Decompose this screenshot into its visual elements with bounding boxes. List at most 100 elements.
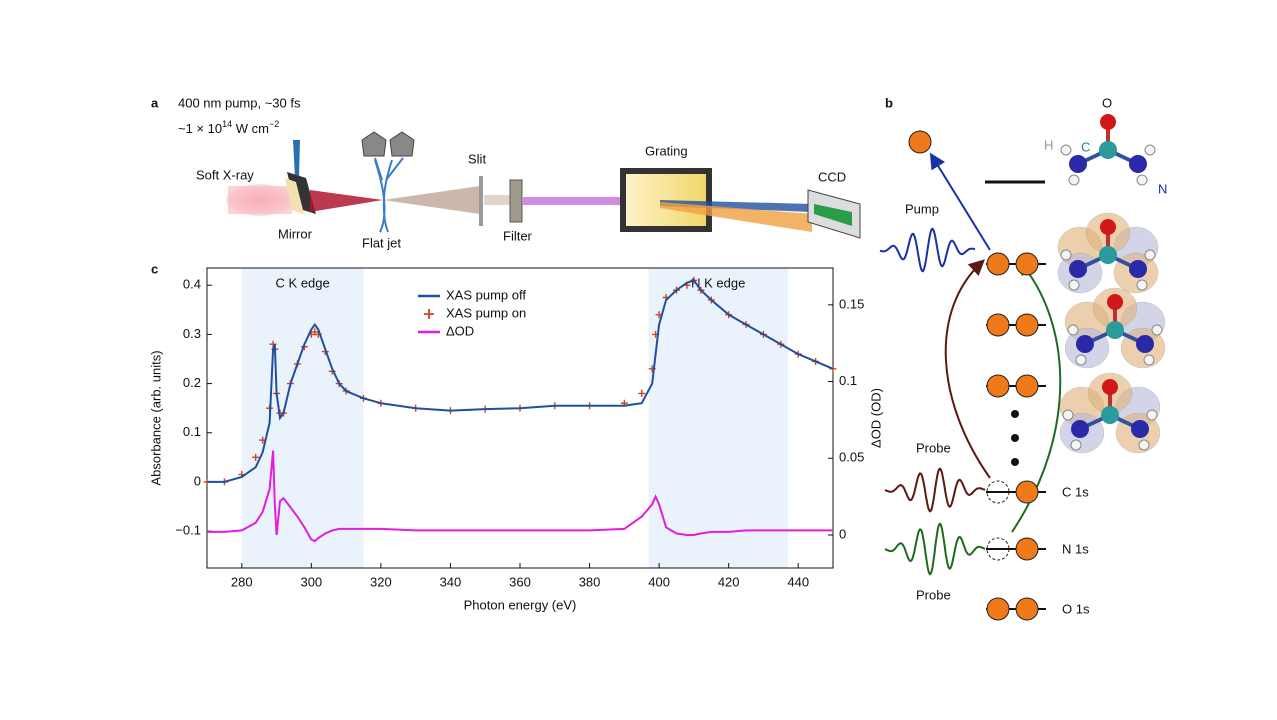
beam [484,195,520,205]
level-label: O 1s [1062,601,1090,616]
electron [1015,313,1039,337]
h-atom [1144,144,1156,156]
o-atom [1102,379,1118,395]
o-atom [1107,294,1123,310]
panel-label: c [151,261,158,276]
hole [986,537,1010,561]
electron [908,130,932,154]
marker [638,389,646,397]
x-tick-label: 280 [231,574,253,589]
label: Probe [916,440,951,455]
h-atom [1151,324,1163,336]
y-tick-label: 0.3 [183,326,201,341]
h-atom [1146,409,1158,421]
wave [879,227,976,273]
beam [522,197,642,205]
legend-label: XAS pump on [446,305,526,320]
c-atom [1099,141,1117,159]
wave [884,467,986,513]
n-atom [1069,260,1087,278]
slit [479,176,483,226]
y2-tick-label: 0.1 [839,373,857,388]
y2-tick-label: 0.15 [839,296,864,311]
series-line [207,279,834,483]
h-atom [1143,354,1155,366]
h-atom [1060,144,1072,156]
dot [1011,458,1019,466]
h-atom [1070,439,1082,451]
atom-label: C [1081,139,1090,154]
n-atom [1136,335,1154,353]
diffracted-beam [660,202,812,232]
x-tick-label: 360 [509,574,531,589]
h-atom [1060,249,1072,261]
c-atom [1106,321,1124,339]
y-tick-label: −0.1 [175,523,201,538]
electron [986,313,1010,337]
h-atom [1068,279,1080,291]
series-line [207,450,833,543]
y2-tick-label: 0 [839,526,846,541]
x-tick-label: 320 [370,574,392,589]
y-tick-label: 0.1 [183,424,201,439]
electron [1015,537,1039,561]
electron [1015,597,1039,621]
x-tick-label: 400 [648,574,670,589]
intensity-part: ~1 × 10 [178,121,222,136]
jet-stream [374,157,404,181]
electron [986,374,1010,398]
electron [986,252,1010,276]
y-tick-label: 0 [194,473,201,488]
h-atom [1136,174,1148,186]
label: Filter [503,228,533,243]
marker [252,453,260,461]
shaded-region [648,268,788,568]
n-atom [1076,335,1094,353]
nozzle [389,131,415,157]
x-axis-title: Photon energy (eV) [464,597,577,612]
intensity-text: ~1 × 1014 W cm−2 [178,119,279,136]
pump-arrow [929,152,991,251]
wave [884,522,986,576]
label: Mirror [278,226,313,241]
label: Probe [916,587,951,602]
level-label: C 1s [1062,484,1089,499]
h-atom [1068,174,1080,186]
probe-arrow [944,259,991,479]
grating [626,174,706,226]
panel-b: b Pump Probe Probe C 1s N 1s O 1s O C H … [879,95,1167,621]
legend-label: ΔOD [446,323,474,338]
filter [509,179,523,223]
n-atom [1129,260,1147,278]
y2-axis-title: ΔOD (OD) [868,388,883,448]
x-tick-label: 440 [787,574,809,589]
hole [986,480,1010,504]
o-atom [1100,114,1116,130]
atom-label: O [1102,95,1112,110]
h-atom [1075,354,1087,366]
panel-c: C K edge N K edge c 280 300 320 340 360 380 400 42… [148,261,883,612]
y-tick-label: 0.4 [183,277,201,292]
x-tick-label: 380 [579,574,601,589]
panel-label: b [885,95,893,110]
x-tick-label: 300 [300,574,322,589]
panel-a: a 400 nm pump, ~30 fs ~1 × 1014 W cm−2 S… [151,95,861,250]
dot [1011,434,1019,442]
n-atom [1129,155,1147,173]
h-atom [1062,409,1074,421]
h-atom [1138,439,1150,451]
level-label: N 1s [1062,541,1089,556]
n-atom [1069,155,1087,173]
label: Pump [905,201,939,216]
electron [1015,252,1039,276]
intensity-sup: −2 [269,119,279,129]
h-atom [1067,324,1079,336]
label: Flat jet [362,235,401,250]
h-atom [1136,279,1148,291]
dot [1011,410,1019,418]
c-atom [1099,246,1117,264]
nozzle [361,131,387,157]
n-atom [1071,420,1089,438]
legend-label: XAS pump off [446,287,526,302]
electron [1015,374,1039,398]
